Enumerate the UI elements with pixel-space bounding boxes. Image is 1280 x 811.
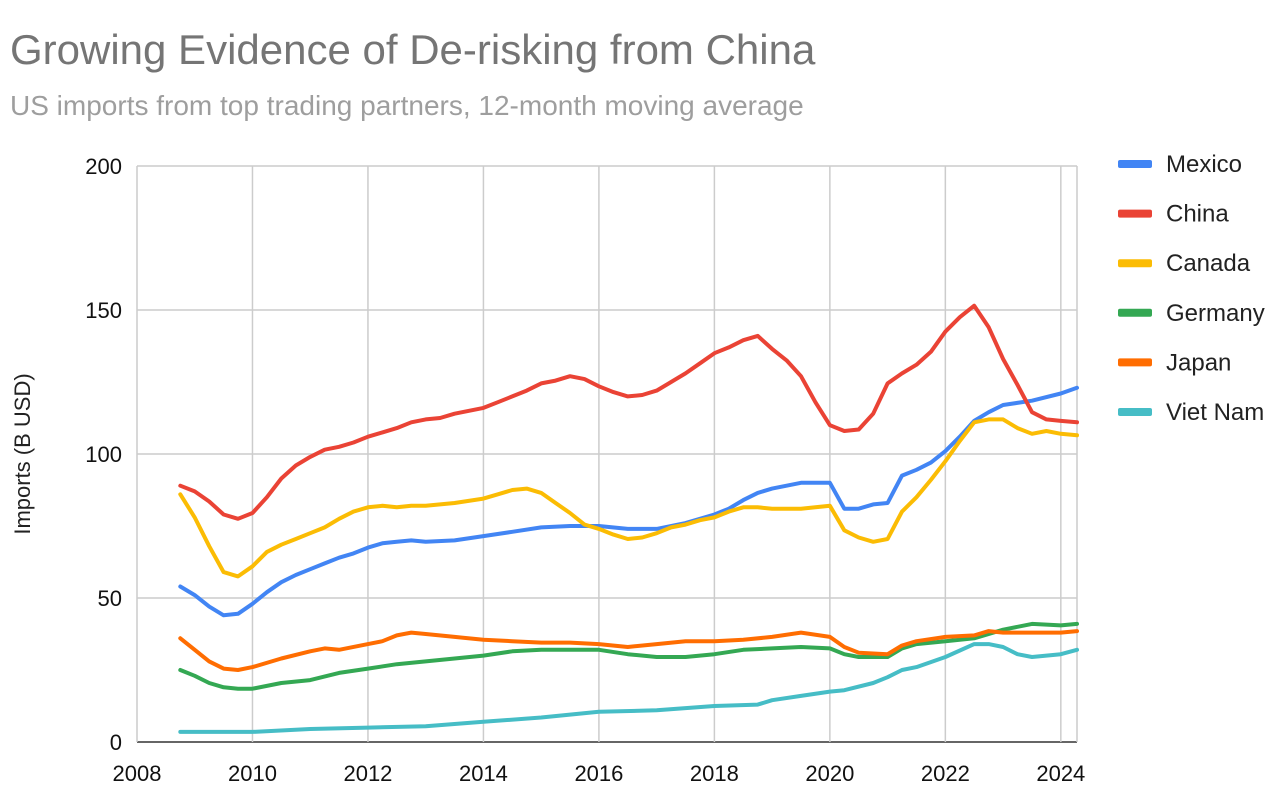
series-line-canada <box>178 417 1079 579</box>
x-tick-label: 2010 <box>228 761 277 786</box>
x-tick-labels: 2008 2010 2012 2014 2016 2018 2020 2022 2024 <box>113 761 1086 786</box>
legend-label: Mexico <box>1166 151 1242 178</box>
chart-subtitle: US imports from top trading partners, 12… <box>10 90 804 121</box>
x-tick-label: 2018 <box>690 761 739 786</box>
chart-title: Growing Evidence of De-risking from Chin… <box>10 26 816 73</box>
gridlines <box>136 165 1078 743</box>
legend-swatch <box>1118 259 1152 268</box>
legend-label: China <box>1166 201 1229 228</box>
legend-label: Canada <box>1166 250 1251 277</box>
legend-swatch <box>1118 408 1152 416</box>
y-tick-labels: 0 50 100 150 200 <box>85 154 122 755</box>
legend: Mexico China Canada Germany Japan Viet Nam <box>1118 151 1265 426</box>
series-line-japan <box>178 629 1079 672</box>
y-tick-label: 50 <box>98 586 122 611</box>
x-tick-label: 2008 <box>113 761 162 786</box>
y-tick-label: 200 <box>85 154 122 179</box>
legend-item[interactable]: Viet Nam <box>1118 399 1264 426</box>
legend-item[interactable]: Mexico <box>1118 151 1242 178</box>
legend-label: Viet Nam <box>1166 399 1264 426</box>
series-line-mexico <box>178 385 1079 618</box>
y-tick-label: 100 <box>85 442 122 467</box>
legend-label: Germany <box>1166 300 1265 327</box>
legend-item[interactable]: Canada <box>1118 250 1251 277</box>
legend-swatch <box>1118 160 1152 168</box>
x-tick-label: 2014 <box>459 761 508 786</box>
legend-item[interactable]: Germany <box>1118 300 1265 327</box>
legend-label: Japan <box>1166 349 1231 376</box>
series-line-china <box>178 303 1079 521</box>
x-tick-label: 2016 <box>574 761 623 786</box>
x-tick-label: 2024 <box>1036 761 1085 786</box>
x-tick-label: 2020 <box>805 761 854 786</box>
x-tick-label: 2012 <box>343 761 392 786</box>
series-line-germany <box>178 621 1079 691</box>
y-axis-label: Imports (B USD) <box>10 373 35 534</box>
legend-swatch <box>1118 209 1152 218</box>
x-tick-label: 2022 <box>921 761 970 786</box>
series-line-viet-nam <box>178 642 1079 734</box>
legend-swatch <box>1118 358 1152 367</box>
legend-item[interactable]: China <box>1118 201 1229 228</box>
legend-swatch <box>1118 308 1152 317</box>
y-tick-label: 0 <box>110 730 122 755</box>
y-tick-label: 150 <box>85 298 122 323</box>
legend-item[interactable]: Japan <box>1118 349 1231 376</box>
series-lines <box>178 303 1079 734</box>
